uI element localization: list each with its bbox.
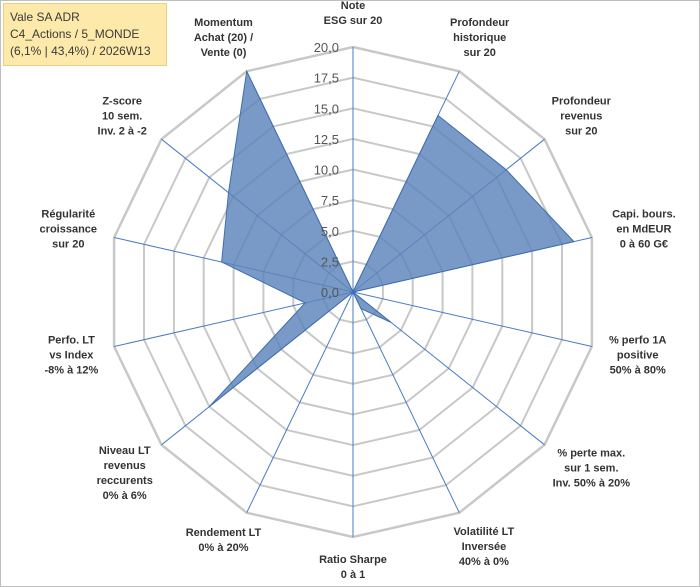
info-stats: (6,1% | 43,4%) / 2026W13 (10, 44, 151, 58)
axis-label: Perfo. LT vs Index -8% à 12% (44, 334, 98, 376)
axis-spoke (352, 291, 593, 347)
axis-label: Profondeur revenus sur 20 (552, 95, 612, 137)
info-category: C4_Actions / 5_MONDE (10, 27, 140, 41)
axis-spoke (246, 291, 354, 513)
radar-axis-labels: Note ESG sur 20 Profondeur historique sur 20… (40, 0, 676, 581)
tick-label: 7,5 (321, 193, 339, 208)
tick-label: 15,0 (314, 101, 339, 116)
axis-spoke (352, 291, 460, 513)
axis-label: Note ESG sur 20 (324, 0, 383, 27)
axis-label: Régularité croissance sur 20 (40, 209, 97, 251)
series-area (208, 69, 575, 407)
info-title: Vale SA ADR (10, 10, 80, 24)
axis-label: Z-score 10 sem. Inv. 2 à -2 (98, 95, 147, 137)
axis-label: Volatilité LT Inversée 40% à 0% (454, 526, 515, 568)
info-box: Vale SA ADR C4_Actions / 5_MONDE (6,1% |… (3, 3, 167, 66)
axis-label: Ratio Sharpe 0 à 1 (319, 554, 387, 581)
axis-label: Profondeur historique sur 20 (450, 17, 510, 59)
axis-label: % perfo 1A positive 50% à 80% (609, 334, 667, 376)
tick-label: 2,5 (321, 254, 339, 269)
radar-series (208, 69, 575, 407)
tick-label: 10,0 (314, 163, 339, 178)
tick-label: 5,0 (321, 224, 339, 239)
tick-label: 20,0 (314, 40, 339, 55)
tick-label: 17,5 (314, 71, 339, 86)
axis-label: Capi. bours. en MdEUR 0 à 60 G€ (612, 209, 676, 251)
axis-label: Niveau LT revenus reccurents 0% à 6% (97, 445, 153, 502)
tick-label: 12,5 (314, 132, 339, 147)
axis-label: % perte max. sur 1 sem. Inv. 50% à 20% (553, 448, 631, 490)
axis-label: Rendement LT 0% à 20% (186, 527, 262, 554)
tick-label: 0,0 (321, 285, 339, 300)
radar-tick-labels: 0,0 2,5 5,0 7,5 10,0 12,5 15,0 17,5 20,0 (314, 40, 339, 300)
axis-label: Momentum Achat (20) / Vente (0) (194, 17, 253, 59)
